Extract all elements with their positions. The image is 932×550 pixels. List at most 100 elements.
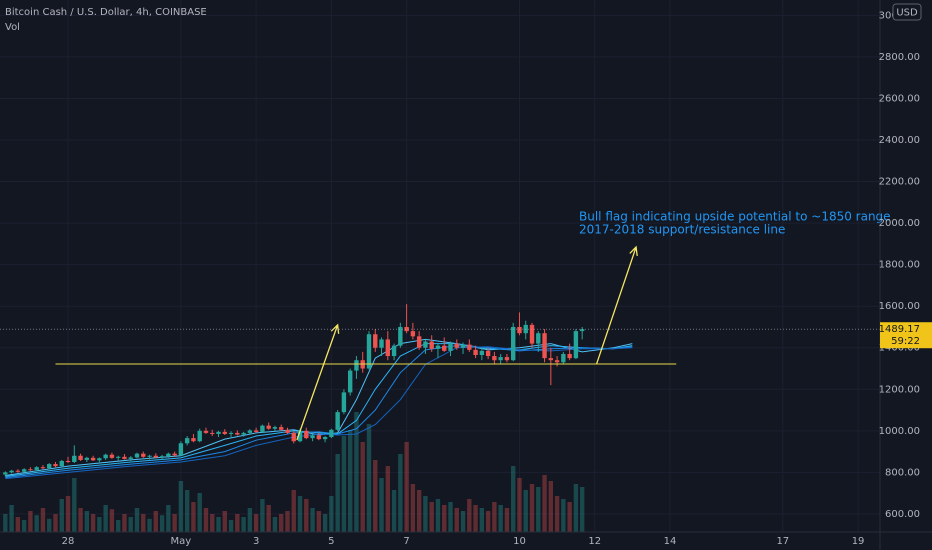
candle-body: [316, 435, 322, 440]
volume-bar: [222, 511, 227, 532]
candle-body: [554, 360, 560, 363]
candle-body: [416, 336, 422, 348]
candle-body: [448, 343, 453, 351]
candle-body: [203, 430, 209, 433]
volume-bar: [529, 484, 535, 532]
candle-body: [235, 432, 240, 435]
x-tick-label: 12: [588, 536, 601, 547]
candle-body: [197, 430, 202, 442]
volume-bar: [310, 508, 315, 532]
candle-body: [291, 432, 296, 442]
y-tick-label: 1200.00: [879, 384, 920, 395]
volume-bar: [3, 514, 8, 532]
candle-body: [310, 435, 315, 439]
y-tick-label: 600.00: [885, 509, 920, 520]
candle-body: [65, 460, 71, 462]
candle-body: [373, 334, 378, 348]
candle-body: [347, 370, 353, 393]
volume-bar: [410, 484, 416, 532]
x-tick-label: 17: [776, 536, 789, 547]
volume-bar: [197, 493, 202, 532]
candle-body: [548, 358, 554, 361]
volume-bar: [498, 505, 503, 532]
x-tick-label: 14: [664, 536, 677, 547]
candle-body: [404, 326, 409, 332]
volume-bar: [184, 490, 190, 532]
volume-bar: [9, 505, 14, 532]
volume-bar: [316, 511, 322, 532]
candle-body: [78, 455, 83, 460]
volume-bar: [467, 499, 472, 532]
volume-bar: [122, 514, 127, 532]
candle-body: [266, 425, 271, 429]
volume-bar: [416, 490, 422, 532]
candle-body: [304, 430, 309, 439]
volume-bar: [191, 502, 196, 532]
volume-bar: [442, 505, 447, 532]
volume-bar: [542, 475, 547, 532]
volume-bar: [322, 514, 328, 532]
candle-body: [410, 331, 416, 337]
volume-bar: [28, 511, 33, 532]
volume-bar: [341, 436, 347, 532]
candle-body: [454, 343, 459, 348]
candle-body: [15, 470, 21, 472]
candle-body: [366, 334, 372, 369]
volume-bar: [366, 424, 372, 532]
volume-bar: [567, 502, 572, 532]
candle-body: [511, 326, 516, 361]
x-tick-label: 3: [253, 536, 259, 547]
candle-body: [84, 457, 90, 460]
currency-badge[interactable]: [892, 3, 922, 21]
volume-bar: [65, 496, 71, 532]
volume-bar: [266, 505, 271, 532]
candle-body: [115, 456, 121, 458]
candle-body: [216, 431, 221, 434]
candle-body: [479, 350, 485, 356]
volume-bar: [473, 505, 478, 532]
candle-body: [28, 469, 33, 471]
y-tick-label: 800.00: [885, 467, 920, 478]
volume-bar: [235, 514, 240, 532]
y-tick-label: 2800.00: [879, 52, 920, 63]
volume-bar: [379, 478, 384, 532]
volume-bar: [247, 508, 253, 532]
candle-body: [504, 357, 510, 361]
volume-pane: [3, 412, 585, 532]
candle-body: [53, 464, 58, 467]
candle-body: [153, 455, 159, 458]
arrow: [595, 245, 638, 365]
candle-body: [90, 457, 96, 461]
chart-title: Bitcoin Cash / U.S. Dollar, 4h, COINBASE: [5, 7, 207, 18]
volume-bar: [573, 484, 579, 532]
volume-bar: [21, 520, 27, 532]
candle-body: [72, 455, 77, 462]
volume-bar: [128, 517, 133, 532]
volume-bar: [297, 496, 303, 532]
volume-bar: [485, 511, 491, 532]
y-tick-label: 1000.00: [879, 426, 920, 437]
x-tick-label: 28: [62, 536, 75, 547]
candle-body: [379, 339, 384, 348]
candle-body: [460, 344, 466, 348]
volume-bar: [479, 508, 485, 532]
volume-bar: [216, 517, 221, 532]
volume-bar: [504, 508, 510, 532]
volume-bar: [435, 499, 441, 532]
volume-bar: [90, 514, 96, 532]
volume-bar: [554, 496, 560, 532]
candle-body: [542, 333, 547, 359]
candle-body: [247, 430, 253, 433]
volume-bar: [115, 520, 121, 532]
volume-bar: [492, 502, 497, 532]
currency-label: USD: [896, 8, 918, 19]
candle-body: [141, 453, 146, 457]
volume-bar: [253, 514, 259, 532]
x-tick-label: 19: [852, 536, 865, 547]
candle-body: [34, 467, 39, 470]
volume-label: Vol: [5, 22, 20, 33]
